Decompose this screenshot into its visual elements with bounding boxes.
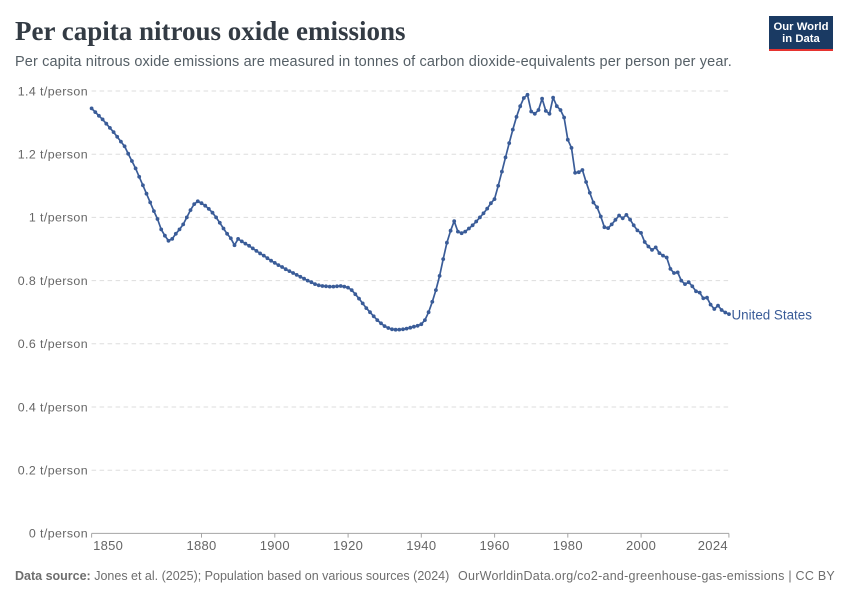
svg-text:1940: 1940 — [406, 538, 436, 553]
svg-text:1980: 1980 — [553, 538, 583, 553]
svg-text:1.2 t/person: 1.2 t/person — [18, 148, 88, 162]
svg-text:1.4 t/person: 1.4 t/person — [18, 84, 88, 98]
svg-text:2000: 2000 — [626, 538, 656, 553]
svg-text:1 t/person: 1 t/person — [29, 211, 88, 225]
svg-text:2024: 2024 — [698, 538, 728, 553]
svg-text:1920: 1920 — [333, 538, 363, 553]
svg-text:United States: United States — [732, 308, 813, 323]
svg-text:0.6 t/person: 0.6 t/person — [18, 337, 88, 351]
svg-text:0.2 t/person: 0.2 t/person — [18, 464, 88, 478]
svg-text:1960: 1960 — [480, 538, 510, 553]
svg-text:0 t/person: 0 t/person — [29, 527, 88, 541]
svg-text:1900: 1900 — [260, 538, 290, 553]
svg-text:1880: 1880 — [186, 538, 216, 553]
svg-text:1850: 1850 — [93, 538, 123, 553]
svg-text:0.4 t/person: 0.4 t/person — [18, 400, 88, 414]
svg-text:0.8 t/person: 0.8 t/person — [18, 274, 88, 288]
